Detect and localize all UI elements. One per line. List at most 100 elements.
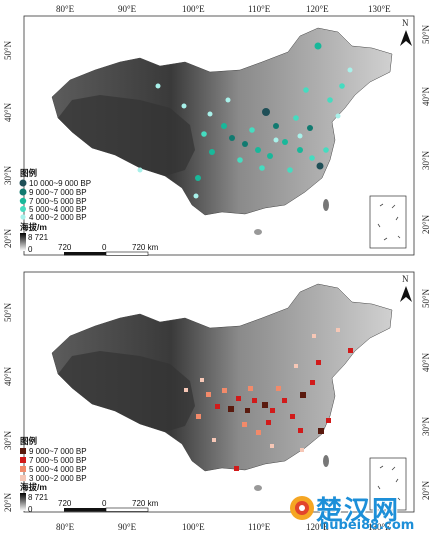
lat-label: 20°N bbox=[421, 480, 431, 500]
site-points-bottom bbox=[184, 328, 353, 471]
scale-label: 720 bbox=[58, 243, 72, 252]
site-point bbox=[294, 364, 298, 368]
site-point bbox=[300, 448, 304, 452]
site-point bbox=[318, 428, 324, 434]
lat-labels-right: 50°N 40°N 30°N 20°N bbox=[421, 24, 431, 234]
site-point bbox=[245, 408, 250, 413]
scale-segment bbox=[105, 507, 149, 512]
site-point bbox=[234, 466, 239, 471]
lon-label: 110°E bbox=[248, 522, 271, 532]
lat-label: 20°N bbox=[3, 492, 13, 512]
scale-label: 720 bbox=[58, 499, 72, 508]
scale-label: 720 km bbox=[132, 243, 159, 252]
site-point bbox=[282, 398, 287, 403]
elevation-title: 海拔/m bbox=[20, 222, 47, 232]
site-point bbox=[193, 193, 199, 199]
lon-label: 80°E bbox=[56, 4, 75, 14]
site-point bbox=[200, 378, 204, 382]
hainan-island bbox=[254, 485, 262, 491]
map-svg-bottom: N 80°E 90°E 100°E 110°E 120°E 130°E 50°N… bbox=[3, 271, 431, 532]
site-point bbox=[267, 153, 273, 159]
lon-label: 100°E bbox=[182, 4, 205, 14]
lon-label: 130°E bbox=[368, 522, 391, 532]
elevation-scale-bottom: 海拔/m 8 721 0 bbox=[20, 482, 49, 514]
lat-label: 40°N bbox=[421, 352, 431, 372]
plateau-shade bbox=[58, 351, 195, 432]
lat-label: 30°N bbox=[421, 150, 431, 170]
legend-label: 5 000~4 000 BP bbox=[29, 465, 87, 474]
scale-label: 0 bbox=[102, 243, 107, 252]
legend-swatch bbox=[20, 457, 26, 463]
site-point bbox=[242, 422, 247, 427]
site-point bbox=[282, 139, 288, 145]
watermark-sub-text: hubei88.com bbox=[320, 518, 415, 533]
site-point bbox=[266, 420, 271, 425]
site-point bbox=[276, 386, 281, 391]
legend-swatch bbox=[20, 214, 26, 220]
site-point bbox=[347, 67, 353, 73]
legend-label: 9 000~7 000 BP bbox=[29, 188, 87, 197]
legend-top: 图例 10 000~9 000 BP 9 000~7 000 BP 7 000~… bbox=[19, 168, 91, 222]
lon-label: 80°E bbox=[56, 522, 75, 532]
site-point bbox=[222, 388, 227, 393]
lon-labels: 80°E 90°E 100°E 110°E 120°E 130°E bbox=[56, 4, 391, 14]
site-point bbox=[348, 348, 353, 353]
legend-bottom: 图例 9 000~7 000 BP 7 000~5 000 BP 5 000~4… bbox=[20, 436, 87, 483]
plateau-shade bbox=[58, 95, 195, 176]
elevation-min: 0 bbox=[28, 505, 33, 514]
north-arrow: N bbox=[400, 18, 412, 46]
site-point bbox=[326, 418, 331, 423]
site-point bbox=[229, 135, 235, 141]
site-point bbox=[259, 165, 265, 171]
site-point bbox=[181, 103, 187, 109]
scale-label: 0 bbox=[102, 499, 107, 508]
site-point bbox=[336, 328, 340, 332]
legend-swatch bbox=[20, 206, 26, 212]
site-point bbox=[300, 392, 306, 398]
map-panel-top: N 80°E 90°E 100°E 110°E 120°E 130°E 50°N… bbox=[3, 4, 431, 256]
lat-label: 50°N bbox=[421, 288, 431, 308]
scale-segment bbox=[64, 508, 106, 512]
lon-label: 100°E bbox=[182, 522, 205, 532]
site-point bbox=[309, 155, 315, 161]
site-point bbox=[255, 147, 261, 153]
scale-label: 720 km bbox=[132, 499, 159, 508]
site-point bbox=[184, 388, 188, 392]
legend-label: 7 000~5 000 BP bbox=[29, 197, 87, 206]
site-point bbox=[248, 386, 253, 391]
site-point bbox=[293, 115, 299, 121]
site-point bbox=[206, 392, 211, 397]
lat-label: 20°N bbox=[421, 214, 431, 234]
country-shape bbox=[51, 27, 393, 216]
site-point bbox=[290, 414, 295, 419]
elevation-title: 海拔/m bbox=[20, 482, 47, 492]
site-point bbox=[242, 141, 248, 147]
elevation-bar bbox=[20, 493, 26, 511]
lat-label: 50°N bbox=[3, 40, 13, 60]
site-point bbox=[256, 430, 261, 435]
legend-title: 图例 bbox=[20, 436, 38, 446]
site-point bbox=[221, 123, 227, 129]
legend-swatch bbox=[20, 475, 26, 481]
hainan-island bbox=[254, 229, 262, 235]
legend-swatch bbox=[20, 466, 26, 472]
taiwan-island bbox=[323, 455, 329, 467]
elevation-min: 0 bbox=[28, 245, 33, 254]
legend-swatch bbox=[19, 179, 27, 187]
site-point bbox=[237, 157, 243, 163]
lat-label: 50°N bbox=[3, 302, 13, 322]
watermark-main-text: 楚汉网 bbox=[316, 496, 401, 526]
site-point bbox=[312, 334, 316, 338]
site-point bbox=[314, 42, 322, 50]
lon-label: 120°E bbox=[306, 4, 329, 14]
site-point bbox=[252, 398, 257, 403]
lat-label: 40°N bbox=[3, 366, 13, 386]
site-point bbox=[327, 97, 333, 103]
lon-label: 90°E bbox=[118, 522, 137, 532]
north-label: N bbox=[402, 274, 409, 284]
site-point bbox=[297, 147, 303, 153]
site-point bbox=[316, 162, 324, 170]
elevation-scale-top: 海拔/m 8 721 0 bbox=[20, 222, 49, 254]
site-points-top bbox=[137, 42, 353, 199]
lat-labels-right: 50°N 40°N 30°N 20°N bbox=[421, 288, 431, 500]
